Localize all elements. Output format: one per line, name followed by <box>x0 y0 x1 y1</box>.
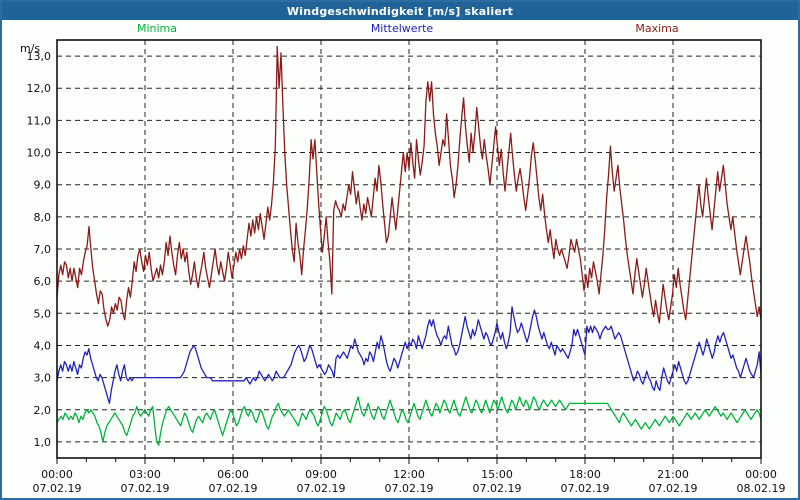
y-axis-tick-label: 8,0 <box>34 211 52 224</box>
series-line-maxima <box>56 45 762 327</box>
x-axis-date-label: 07.02.19 <box>33 482 82 495</box>
y-axis-tick-label: 6,0 <box>34 275 52 288</box>
x-axis-date-label: 07.02.19 <box>209 482 258 495</box>
chart-legend: Minima Mittelwerte Maxima <box>2 22 798 40</box>
series-line-minima <box>56 396 762 446</box>
legend-item-maxima: Maxima <box>635 22 679 35</box>
x-axis-time-label: 03:00 <box>129 468 161 481</box>
y-axis-tick-label: 1,0 <box>34 436 52 449</box>
x-axis-date-label: 08.02.19 <box>737 482 786 495</box>
x-axis-time-label: 06:00 <box>217 468 249 481</box>
y-axis-tick-label: 5,0 <box>34 307 52 320</box>
series-line-mittelwerte <box>56 306 762 404</box>
legend-item-minima: Minima <box>136 22 178 35</box>
y-axis-tick-label: 11,0 <box>27 114 52 127</box>
x-axis-date-label: 07.02.19 <box>121 482 170 495</box>
x-axis-date-label: 07.02.19 <box>385 482 434 495</box>
y-axis-tick-label: 7,0 <box>34 243 52 256</box>
x-axis-time-label: 00:00 <box>41 468 73 481</box>
y-axis-tick-label: 13,0 <box>27 50 52 63</box>
y-axis-tick-label: 3,0 <box>34 372 52 385</box>
y-axis-tick-label: 2,0 <box>34 404 52 417</box>
x-axis-date-label: 07.02.19 <box>473 482 522 495</box>
legend-item-mittelwerte: Mittelwerte <box>370 22 434 35</box>
window-title: Windgeschwindigkeit [m/s] skaliert <box>286 4 514 18</box>
x-axis-date-label: 07.02.19 <box>297 482 346 495</box>
x-axis-time-label: 18:00 <box>569 468 601 481</box>
x-axis-time-label: 12:00 <box>393 468 425 481</box>
y-axis-tick-label: 12,0 <box>27 82 52 95</box>
y-axis-tick-label: 9,0 <box>34 179 52 192</box>
plot-frame <box>56 39 762 459</box>
y-axis-tick-label: 10,0 <box>27 147 52 160</box>
x-axis-time-label: 15:00 <box>481 468 513 481</box>
x-axis-time-label: 21:00 <box>657 468 689 481</box>
x-axis-time-label: 00:00 <box>745 468 777 481</box>
y-axis-unit-label: m/s <box>20 42 41 55</box>
window-title-bar: Windgeschwindigkeit [m/s] skaliert <box>2 2 798 20</box>
x-axis-time-label: 09:00 <box>305 468 337 481</box>
x-axis-date-label: 07.02.19 <box>649 482 698 495</box>
y-axis-tick-label: 4,0 <box>34 339 52 352</box>
x-axis-date-label: 07.02.19 <box>561 482 610 495</box>
